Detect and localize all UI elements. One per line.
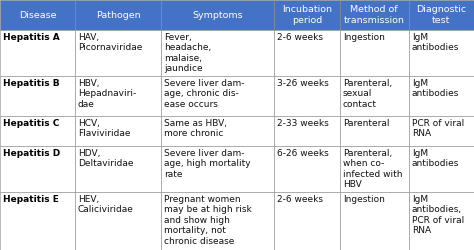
Bar (274, 192, 340, 250)
Bar (409, 76, 474, 116)
Bar (409, 146, 474, 192)
Text: 6-26 weeks: 6-26 weeks (277, 149, 329, 158)
Bar (161, 0, 274, 30)
Bar (274, 30, 340, 76)
Bar (274, 116, 340, 146)
Text: HBV,
Hepadnaviri-
dae: HBV, Hepadnaviri- dae (78, 79, 136, 109)
Text: 2-6 weeks: 2-6 weeks (277, 33, 323, 42)
Bar (161, 146, 274, 192)
Text: IgM
antibodies,
PCR of viral
RNA: IgM antibodies, PCR of viral RNA (412, 195, 464, 235)
Text: IgM
antibodies: IgM antibodies (412, 149, 459, 169)
Bar (409, 0, 474, 30)
Bar (0, 0, 75, 30)
Bar (161, 192, 274, 250)
Text: Pregnant women
may be at high risk
and show high
mortality, not
chronic disease: Pregnant women may be at high risk and s… (164, 195, 252, 246)
Text: PCR of viral
RNA: PCR of viral RNA (412, 119, 464, 139)
Text: HAV,
Picornaviridae: HAV, Picornaviridae (78, 33, 142, 52)
Bar (340, 116, 409, 146)
Text: Same as HBV,
more chronic: Same as HBV, more chronic (164, 119, 227, 139)
Bar (274, 146, 340, 192)
Bar (340, 76, 409, 116)
Bar (161, 76, 274, 116)
Bar (409, 30, 474, 76)
Text: Disease: Disease (18, 10, 56, 20)
Text: HEV,
Caliciviridae: HEV, Caliciviridae (78, 195, 134, 214)
Bar (274, 76, 340, 116)
Bar (75, 192, 161, 250)
Bar (75, 116, 161, 146)
Bar (409, 116, 474, 146)
Text: Parenteral: Parenteral (343, 119, 389, 128)
Text: Symptoms: Symptoms (192, 10, 243, 20)
Bar (340, 146, 409, 192)
Bar (75, 0, 161, 30)
Bar (0, 192, 75, 250)
Text: Diagnostic
test: Diagnostic test (416, 5, 466, 25)
Bar (75, 146, 161, 192)
Text: HCV,
Flaviviridae: HCV, Flaviviridae (78, 119, 130, 139)
Text: Pathogen: Pathogen (96, 10, 140, 20)
Text: Ingestion: Ingestion (343, 195, 384, 204)
Bar (340, 30, 409, 76)
Text: Hepatitis A: Hepatitis A (3, 33, 60, 42)
Text: 2-6 weeks: 2-6 weeks (277, 195, 323, 204)
Text: Hepatitis E: Hepatitis E (3, 195, 59, 204)
Bar (0, 146, 75, 192)
Bar (340, 0, 409, 30)
Text: Severe liver dam-
age, high mortality
rate: Severe liver dam- age, high mortality ra… (164, 149, 251, 179)
Text: IgM
antibodies: IgM antibodies (412, 33, 459, 52)
Text: HDV,
Deltaviridae: HDV, Deltaviridae (78, 149, 133, 169)
Text: 3-26 weeks: 3-26 weeks (277, 79, 329, 88)
Bar (161, 30, 274, 76)
Bar (0, 76, 75, 116)
Bar (0, 116, 75, 146)
Text: Hepatitis D: Hepatitis D (3, 149, 60, 158)
Text: 2-33 weeks: 2-33 weeks (277, 119, 329, 128)
Text: Incubation
period: Incubation period (282, 5, 332, 25)
Text: Hepatitis C: Hepatitis C (3, 119, 59, 128)
Bar (161, 116, 274, 146)
Text: Fever,
headache,
malaise,
jaundice: Fever, headache, malaise, jaundice (164, 33, 211, 73)
Text: Parenteral,
when co-
infected with
HBV: Parenteral, when co- infected with HBV (343, 149, 402, 189)
Bar (0, 30, 75, 76)
Bar (274, 0, 340, 30)
Text: Severe liver dam-
age, chronic dis-
ease occurs: Severe liver dam- age, chronic dis- ease… (164, 79, 245, 109)
Bar (340, 192, 409, 250)
Text: Ingestion: Ingestion (343, 33, 384, 42)
Bar (75, 76, 161, 116)
Text: Hepatitis B: Hepatitis B (3, 79, 60, 88)
Text: Parenteral,
sexual
contact: Parenteral, sexual contact (343, 79, 392, 109)
Bar (409, 192, 474, 250)
Text: IgM
antibodies: IgM antibodies (412, 79, 459, 98)
Text: Method of
transmission: Method of transmission (344, 5, 405, 25)
Bar (75, 30, 161, 76)
